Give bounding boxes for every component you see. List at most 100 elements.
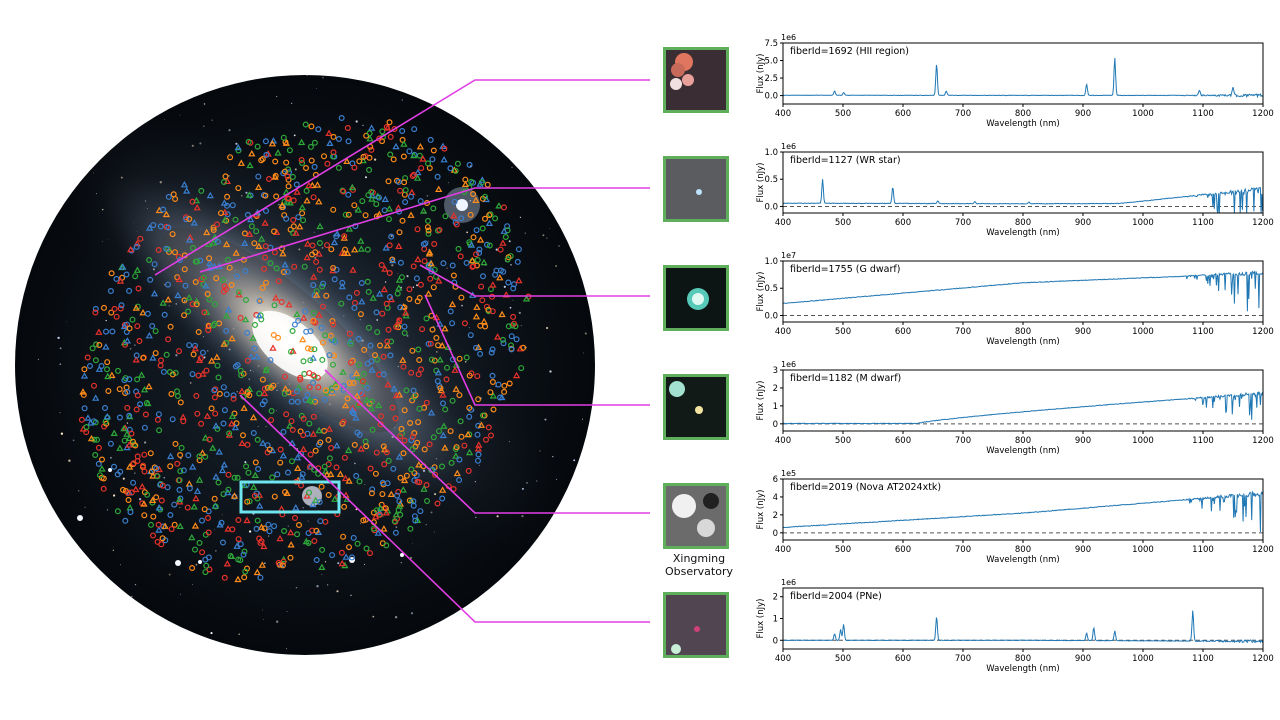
- fiber-marker: [290, 217, 297, 224]
- fiber-marker: [466, 404, 473, 411]
- fiber-marker: [126, 287, 133, 294]
- fiber-marker: [353, 289, 360, 296]
- fiber-marker: [228, 412, 237, 419]
- fiber-marker: [421, 258, 428, 265]
- fiber-marker: [425, 230, 432, 237]
- fiber-marker: [429, 156, 436, 163]
- fiber-marker: [467, 211, 474, 218]
- fiber-marker: [366, 134, 374, 142]
- star: [469, 200, 471, 202]
- fiber-marker: [456, 477, 463, 484]
- fiber-marker: [249, 334, 257, 341]
- fiber-marker: [103, 366, 110, 373]
- fiber-marker: [111, 305, 118, 312]
- fiber-marker: [415, 346, 422, 353]
- fiber-marker: [176, 477, 183, 484]
- fiber-marker: [342, 211, 349, 218]
- fiber-marker: [266, 176, 273, 183]
- star: [263, 619, 264, 620]
- fiber-marker: [212, 473, 220, 480]
- fiber-marker: [298, 157, 305, 164]
- star: [337, 562, 340, 565]
- fiber-marker: [479, 297, 486, 304]
- fiber-marker: [401, 407, 408, 414]
- fiber-marker: [355, 361, 362, 368]
- x-tick-label: 800: [1015, 654, 1031, 664]
- fiber-marker: [391, 518, 398, 525]
- fiber-marker: [156, 427, 163, 434]
- fiber-marker: [440, 400, 447, 407]
- x-tick-label: 600: [895, 218, 911, 228]
- fiber-marker: [235, 289, 242, 296]
- fiber-marker: [452, 452, 460, 459]
- x-tick-label: 1100: [1192, 654, 1214, 664]
- fiber-marker: [335, 136, 342, 143]
- y-tick-label: 1: [773, 615, 778, 625]
- star: [268, 535, 270, 537]
- y-offset-text: 1e6: [781, 142, 796, 151]
- star: [264, 562, 266, 564]
- fiber-marker: [476, 236, 485, 243]
- fiber-marker: [110, 429, 118, 436]
- fiber-marker: [475, 451, 482, 458]
- x-axis-label: Wavelength (nm): [986, 119, 1059, 129]
- y-tick-label: 3: [773, 366, 778, 376]
- x-tick-label: 900: [1075, 545, 1091, 555]
- fiber-marker: [255, 173, 262, 180]
- fiber-marker: [230, 395, 237, 402]
- star: [134, 583, 137, 586]
- fiber-marker: [235, 536, 242, 543]
- fiber-marker: [368, 490, 375, 497]
- fiber-marker: [368, 398, 375, 405]
- fiber-marker: [104, 372, 112, 380]
- fiber-marker: [299, 160, 306, 167]
- fiber-marker: [266, 446, 273, 453]
- fiber-marker: [81, 405, 88, 412]
- fiber-marker: [372, 352, 379, 359]
- fiber-marker: [403, 472, 410, 479]
- fiber-marker: [167, 463, 174, 470]
- fiber-marker: [176, 522, 184, 529]
- fiber-marker: [168, 526, 175, 533]
- fiber-marker: [425, 217, 432, 224]
- fiber-marker: [137, 235, 144, 242]
- fiber-marker: [201, 309, 208, 316]
- fiber-marker: [234, 474, 241, 481]
- fiber-marker: [184, 504, 191, 511]
- fiber-marker: [268, 446, 277, 454]
- fiber-marker: [126, 376, 133, 383]
- fiber-marker: [483, 436, 490, 443]
- fiber-marker: [84, 414, 92, 421]
- star: [518, 311, 521, 315]
- x-axis-label: Wavelength (nm): [986, 664, 1059, 674]
- fiber-marker: [92, 305, 99, 312]
- fiber-marker: [285, 300, 293, 308]
- star: [446, 267, 448, 269]
- fiber-marker: [380, 443, 387, 450]
- fiber-marker: [349, 409, 356, 416]
- fiber-marker: [306, 489, 313, 496]
- fiber-marker: [259, 376, 266, 383]
- fiber-marker: [162, 210, 171, 218]
- fiber-marker: [189, 301, 196, 308]
- fiber-marker: [105, 388, 112, 395]
- fiber-marker: [257, 235, 266, 242]
- fiber-marker: [208, 405, 215, 412]
- fiber-marker: [245, 138, 252, 145]
- fiber-marker: [478, 283, 485, 290]
- fiber-marker: [141, 424, 148, 431]
- fiber-marker: [367, 550, 374, 557]
- fiber-marker: [380, 371, 387, 378]
- fiber-marker: [429, 326, 436, 333]
- fiber-marker: [270, 382, 277, 389]
- fiber-marker: [495, 202, 503, 209]
- fiber-marker: [418, 366, 425, 373]
- fiber-marker: [380, 353, 387, 360]
- fiber-marker: [180, 418, 187, 425]
- thumbnail-source: [671, 644, 681, 654]
- fiber-marker: [254, 517, 261, 524]
- fiber-marker: [384, 338, 391, 345]
- fiber-marker: [397, 304, 404, 311]
- x-tick-label: 600: [895, 109, 911, 119]
- fiber-marker: [340, 533, 347, 540]
